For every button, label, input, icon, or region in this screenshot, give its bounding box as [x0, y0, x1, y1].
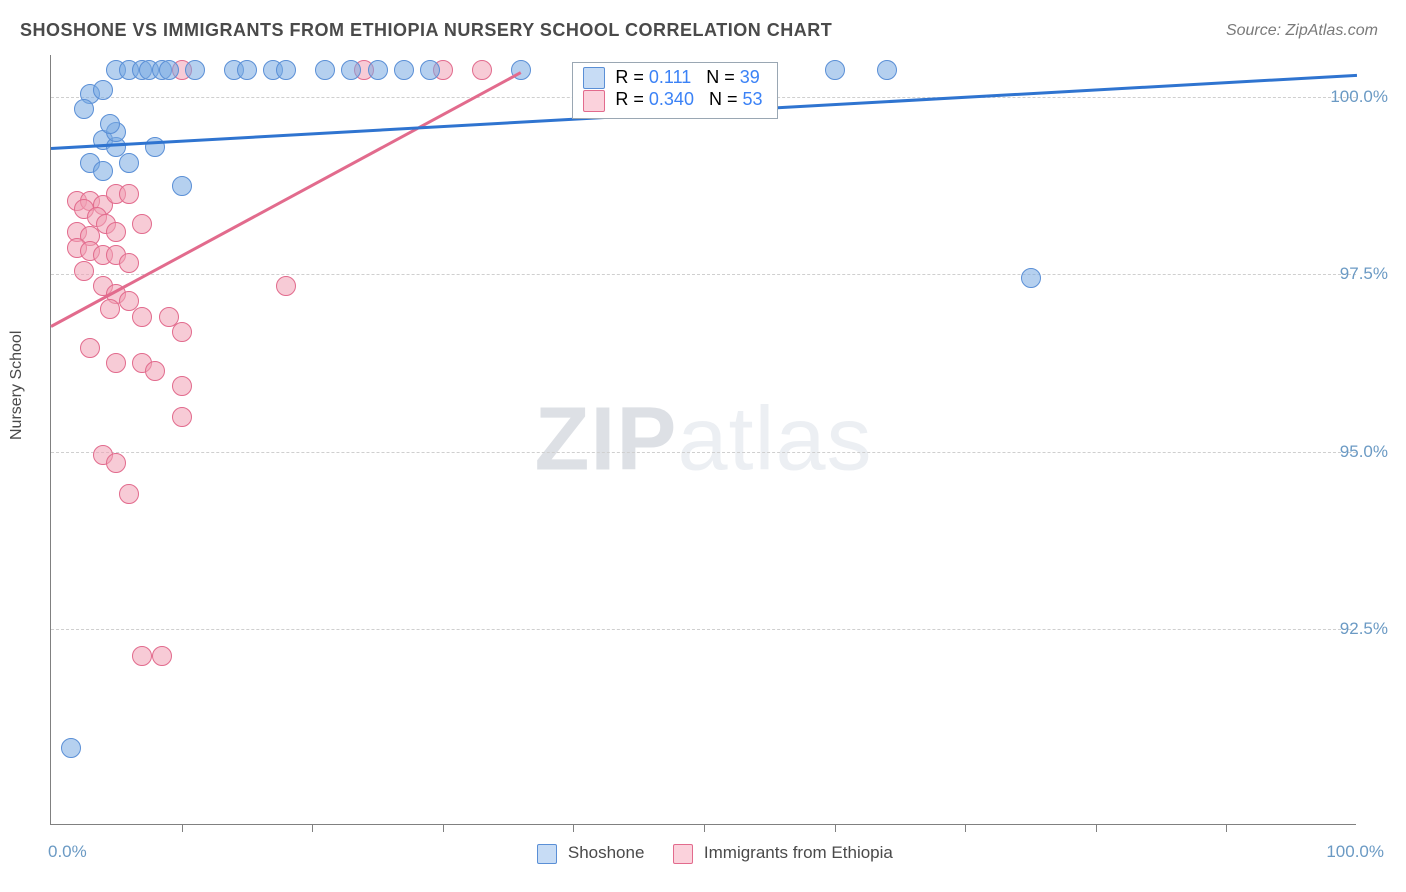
data-point [276, 276, 296, 296]
data-point [106, 222, 126, 242]
n-label: N = [691, 67, 740, 87]
x-tick [704, 824, 705, 832]
data-point [152, 646, 172, 666]
x-tick [573, 824, 574, 832]
data-point [159, 60, 179, 80]
data-point [145, 361, 165, 381]
data-point [106, 353, 126, 373]
legend-swatch-2 [673, 844, 693, 864]
n-value: 39 [740, 67, 760, 87]
r-label: R = [615, 67, 649, 87]
n-label: N = [694, 89, 743, 109]
correlation-box: R = 0.111 N = 39R = 0.340 N = 53 [572, 62, 777, 119]
data-point [132, 307, 152, 327]
source-attribution: Source: ZipAtlas.com [1226, 22, 1378, 40]
data-point [119, 184, 139, 204]
data-point [825, 60, 845, 80]
data-point [172, 407, 192, 427]
data-point [74, 261, 94, 281]
r-value: 0.111 [649, 67, 691, 87]
legend: Shoshone Immigrants from Ethiopia [0, 843, 1406, 864]
correlation-row: R = 0.111 N = 39 [583, 67, 762, 89]
data-point [93, 80, 113, 100]
data-point [394, 60, 414, 80]
data-point [1021, 268, 1041, 288]
y-axis-label: Nursery School [8, 331, 26, 440]
gridline [51, 274, 1356, 275]
data-point [172, 376, 192, 396]
gridline [51, 452, 1356, 453]
x-tick [835, 824, 836, 832]
x-tick [965, 824, 966, 832]
data-point [368, 60, 388, 80]
gridline [51, 629, 1356, 630]
r-value: 0.340 [649, 89, 694, 109]
x-tick [182, 824, 183, 832]
data-point [119, 484, 139, 504]
y-tick-label: 95.0% [1340, 442, 1388, 462]
data-point [119, 153, 139, 173]
x-tick [443, 824, 444, 832]
legend-label-1: Shoshone [568, 843, 645, 862]
series-swatch [583, 67, 605, 89]
series-swatch [583, 90, 605, 112]
legend-label-2: Immigrants from Ethiopia [704, 843, 893, 862]
watermark-bold: ZIP [534, 389, 677, 489]
y-tick-label: 92.5% [1340, 619, 1388, 639]
chart-title: SHOSHONE VS IMMIGRANTS FROM ETHIOPIA NUR… [20, 20, 832, 41]
watermark: ZIPatlas [534, 388, 872, 491]
data-point [74, 99, 94, 119]
x-tick [312, 824, 313, 832]
data-point [472, 60, 492, 80]
data-point [237, 60, 257, 80]
y-tick-label: 97.5% [1340, 264, 1388, 284]
data-point [172, 176, 192, 196]
n-value: 53 [742, 89, 762, 109]
data-point [100, 299, 120, 319]
data-point [276, 60, 296, 80]
y-tick-label: 100.0% [1330, 87, 1388, 107]
watermark-light: atlas [677, 389, 872, 489]
x-tick [1226, 824, 1227, 832]
data-point [61, 738, 81, 758]
data-point [106, 453, 126, 473]
data-point [132, 214, 152, 234]
legend-swatch-1 [537, 844, 557, 864]
data-point [100, 114, 120, 134]
data-point [93, 161, 113, 181]
data-point [119, 253, 139, 273]
data-point [341, 60, 361, 80]
correlation-row: R = 0.340 N = 53 [583, 89, 762, 111]
data-point [185, 60, 205, 80]
data-point [172, 322, 192, 342]
data-point [80, 338, 100, 358]
plot-area: ZIPatlas [50, 55, 1356, 825]
data-point [420, 60, 440, 80]
data-point [315, 60, 335, 80]
data-point [877, 60, 897, 80]
x-tick [1096, 824, 1097, 832]
data-point [132, 646, 152, 666]
r-label: R = [615, 89, 649, 109]
